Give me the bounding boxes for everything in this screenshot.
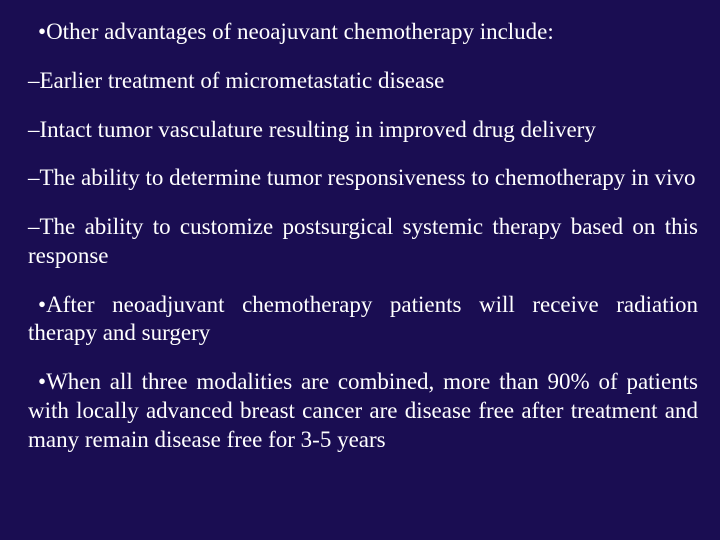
- bullet-line-1: • Other advantages of neoajuvant chemoth…: [28, 18, 698, 47]
- dash-icon: –: [28, 117, 40, 142]
- dash-text: The ability to customize postsurgical sy…: [28, 214, 698, 268]
- bullet-line-2: • After neoadjuvant chemotherapy patient…: [28, 291, 698, 349]
- dash-text: Intact tumor vasculature resulting in im…: [40, 117, 596, 142]
- bullet-text: After neoadjuvant chemotherapy patients …: [28, 292, 698, 346]
- bullet-text: When all three modalities are combined, …: [28, 369, 698, 452]
- bullet-icon: •: [38, 18, 46, 47]
- dash-icon: –: [28, 68, 40, 93]
- bullet-text: Other advantages of neoajuvant chemother…: [46, 19, 554, 44]
- bullet-icon: •: [38, 368, 46, 397]
- dash-line-2: –Intact tumor vasculature resulting in i…: [28, 116, 698, 145]
- dash-text: The ability to determine tumor responsiv…: [40, 165, 696, 190]
- dash-icon: –: [28, 214, 40, 239]
- dash-line-1: –Earlier treatment of micrometastatic di…: [28, 67, 698, 96]
- dash-icon: –: [28, 165, 40, 190]
- dash-line-3: –The ability to determine tumor responsi…: [28, 164, 698, 193]
- bullet-line-3: • When all three modalities are combined…: [28, 368, 698, 454]
- dash-text: Earlier treatment of micrometastatic dis…: [40, 68, 445, 93]
- bullet-icon: •: [38, 291, 46, 320]
- dash-line-4: –The ability to customize postsurgical s…: [28, 213, 698, 271]
